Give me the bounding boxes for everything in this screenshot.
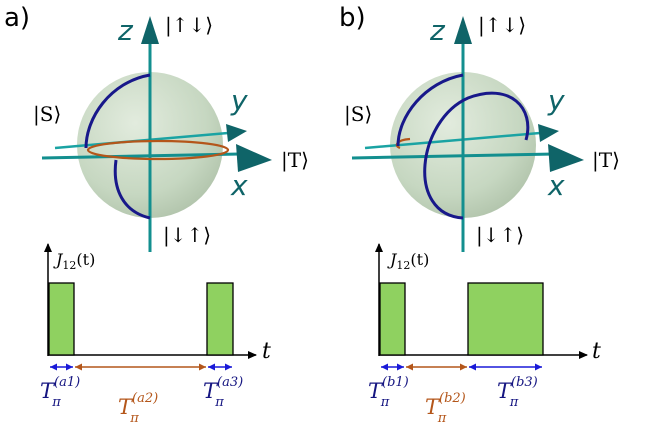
plot-x-label-b: t [592,339,601,364]
z-axis-label-b: z [429,14,446,47]
ket-down-up-a: |↓↑⟩ [163,223,211,248]
interval-label-a2: T(a2) π [118,391,158,426]
pulse-a3 [206,282,234,356]
interval-label-b1: T(b1) π [368,375,409,410]
plot-y-label-a: J12(t) [53,250,95,272]
z-axis-arrowhead-b [454,16,472,44]
x-axis-label-a: x [230,169,248,202]
ket-singlet-b: |S⟩ [344,102,372,127]
plot-x-label-a: t [262,339,271,364]
ket-triplet-a: |T⟩ [281,148,309,173]
z-axis-arrowhead-a [141,16,159,44]
blue-trajectory-upper-b [396,73,464,147]
y-axis-line-b [364,131,541,150]
pulse-plot-b: J12(t) t T(b1) π T(b2) π T(b3) π [368,243,601,426]
blue-trajectory-lower-a [113,159,151,220]
panel-a: a) z y x |↑↓⟩ |↓↑⟩ |S⟩ |T⟩ [4,3,309,426]
y-axis-label-b: y [547,84,565,117]
pulse-plot-a: J12(t) t T(a1) π T(a2) π T(a3) π [40,243,271,426]
y-axis-arrowhead-b [538,124,559,142]
ket-up-down-b: |↑↓⟩ [478,13,526,38]
pulse-b1 [379,282,406,356]
interval-label-a1: T(a1) π [40,375,80,410]
panel-b: b) z y x |↑↓⟩ |↓↑⟩ |S⟩ |T⟩ J12(t) [339,3,620,426]
interval-label-a3: T(a3) π [203,375,243,410]
orange-trajectory-a [86,139,230,161]
ket-up-down-a: |↑↓⟩ [165,13,213,38]
ket-singlet-a: |S⟩ [33,102,61,127]
panel-label-b: b) [339,3,366,33]
bloch-sphere-a [41,16,272,252]
panel-label-a: a) [4,3,30,33]
x-axis-arrowhead-b [548,144,584,172]
pulse-a1 [48,282,75,356]
y-axis-arrowhead-a [226,124,247,142]
z-axis-label-a: z [117,14,134,47]
y-axis-label-a: y [230,84,248,117]
plot-y-label-b: J12(t) [387,250,429,272]
ket-down-up-b: |↓↑⟩ [476,223,524,248]
blue-trajectory-upper-a [84,73,151,149]
x-axis-label-b: x [547,169,565,202]
interval-label-b3: T(b3) π [497,375,538,410]
x-axis-line-a [41,152,241,160]
blue-trajectory-loop-b [423,91,530,220]
x-axis-arrowhead-a [236,144,272,172]
x-axis-line-b [351,152,556,160]
bloch-sphere-b [351,16,584,252]
pulse-b3 [467,282,544,356]
interval-label-b2: T(b2) π [425,391,466,426]
ket-triplet-b: |T⟩ [592,148,620,173]
